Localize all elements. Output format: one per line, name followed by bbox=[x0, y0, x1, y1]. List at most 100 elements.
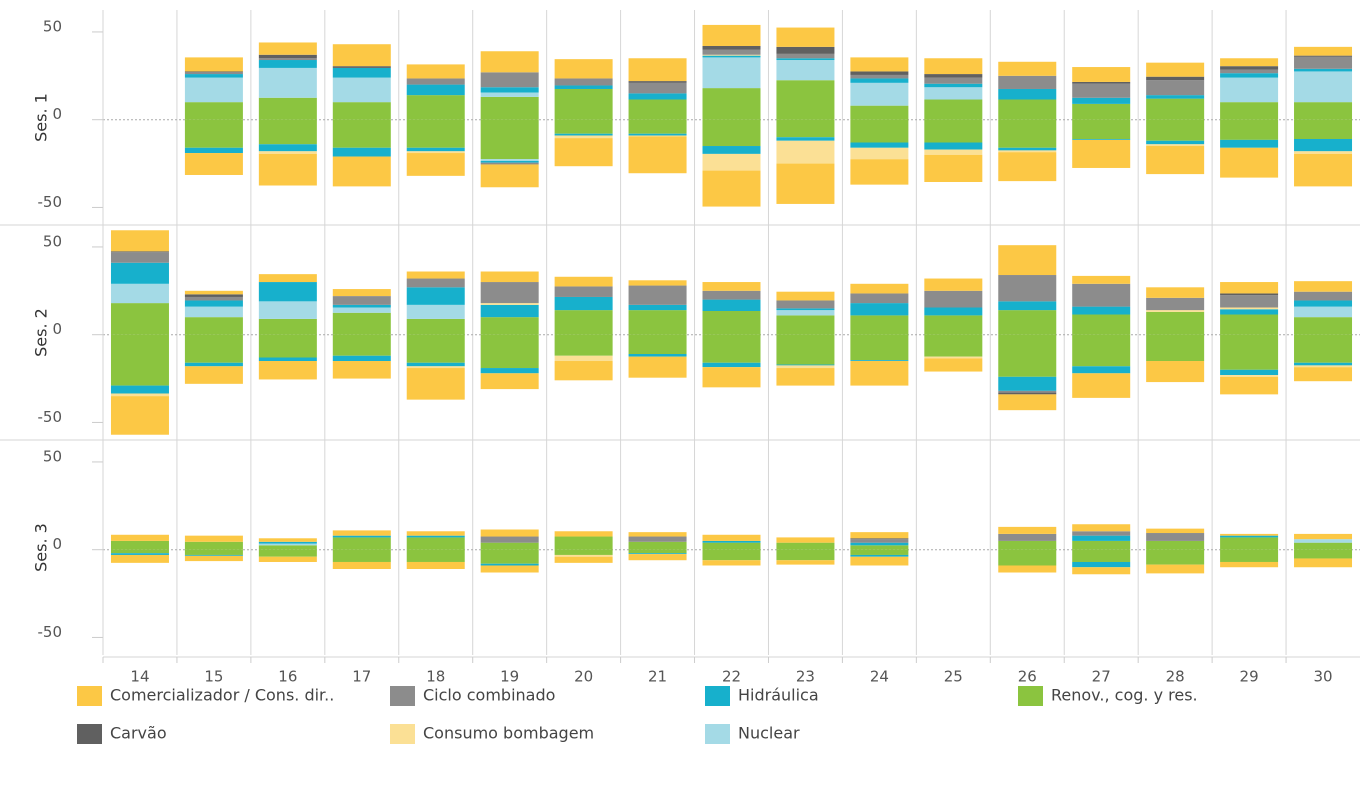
bar-segment bbox=[1294, 46, 1353, 56]
bar-segment bbox=[184, 296, 243, 301]
bar-segment bbox=[998, 394, 1057, 411]
bar-segment bbox=[1294, 549, 1353, 559]
y-tick-label: 50 bbox=[43, 232, 62, 250]
bar-segment bbox=[258, 67, 317, 98]
bar-segment bbox=[702, 49, 761, 55]
legend-swatch bbox=[390, 686, 415, 706]
bar-segment bbox=[702, 542, 761, 550]
bar-segment bbox=[1072, 549, 1131, 562]
bar-segment bbox=[480, 542, 539, 550]
bar-segment bbox=[998, 549, 1057, 566]
bar-segment bbox=[110, 553, 169, 555]
bar-segment bbox=[184, 549, 243, 555]
x-tick-label: 26 bbox=[1018, 668, 1037, 686]
bar-segment bbox=[628, 310, 687, 335]
bar-segment bbox=[998, 150, 1057, 153]
x-tick-label: 30 bbox=[1313, 668, 1332, 686]
bar-segment bbox=[924, 358, 983, 372]
bar-segment bbox=[850, 545, 909, 550]
bar-segment bbox=[258, 334, 317, 358]
bar-segment bbox=[406, 287, 465, 305]
bar-segment bbox=[554, 310, 613, 335]
bar-segment bbox=[998, 565, 1057, 573]
legend-swatch bbox=[705, 686, 730, 706]
bar-segment bbox=[406, 362, 465, 367]
bar-segment bbox=[332, 307, 391, 313]
bar-segment bbox=[110, 534, 169, 541]
bar-segment bbox=[850, 303, 909, 316]
bar-segment bbox=[776, 310, 835, 316]
bar-segment bbox=[702, 146, 761, 154]
bar-segment bbox=[332, 361, 391, 379]
bar-segment bbox=[480, 334, 539, 369]
bar-segment bbox=[628, 285, 687, 305]
bar-segment bbox=[924, 74, 983, 78]
x-tick-label: 17 bbox=[352, 668, 371, 686]
bar-segment bbox=[332, 67, 391, 78]
bar-segment bbox=[184, 71, 243, 73]
bar-segment bbox=[554, 549, 613, 555]
bar-segment bbox=[776, 537, 835, 543]
bar-segment bbox=[850, 71, 909, 75]
bar-segment bbox=[850, 293, 909, 304]
bar-segment bbox=[1220, 535, 1279, 538]
x-tick-label: 20 bbox=[574, 668, 593, 686]
bar-segment bbox=[850, 74, 909, 79]
bar-segment bbox=[184, 72, 243, 75]
bar-segment bbox=[110, 393, 169, 397]
bar-segment bbox=[702, 362, 761, 368]
bar-segment bbox=[1146, 540, 1205, 550]
bar-segment bbox=[998, 526, 1057, 534]
x-tick-label: 27 bbox=[1092, 668, 1111, 686]
bar-segment bbox=[1072, 306, 1131, 315]
bar-segment bbox=[480, 87, 539, 93]
panel-label: Ses. 3 bbox=[32, 523, 51, 572]
bar-segment bbox=[480, 160, 539, 163]
bar-segment bbox=[850, 78, 909, 83]
bar-segment bbox=[332, 312, 391, 335]
bar-segment bbox=[184, 102, 243, 120]
legend-label: Hidráulica bbox=[738, 686, 819, 705]
bar-segment bbox=[776, 300, 835, 309]
bar-segment bbox=[332, 102, 391, 120]
bar-segment bbox=[702, 170, 761, 207]
bar-segment bbox=[1294, 367, 1353, 382]
bar-segment bbox=[406, 64, 465, 79]
bar-segment bbox=[258, 538, 317, 542]
bar-segment bbox=[1220, 537, 1279, 550]
bar-segment bbox=[1072, 373, 1131, 398]
bar-segment bbox=[850, 554, 909, 557]
bar-segment bbox=[924, 142, 983, 150]
bar-segment bbox=[110, 252, 169, 263]
bar-segment bbox=[1146, 533, 1205, 541]
x-tick-label: 23 bbox=[796, 668, 815, 686]
bar-segment bbox=[924, 307, 983, 316]
bar-segment bbox=[1220, 58, 1279, 67]
bar-segment bbox=[1294, 68, 1353, 72]
bar-segment bbox=[1072, 97, 1131, 104]
bar-segment bbox=[1220, 295, 1279, 308]
bar-segment bbox=[776, 368, 835, 386]
bar-segment bbox=[1146, 287, 1205, 298]
bar-segment bbox=[924, 315, 983, 335]
bar-segment bbox=[184, 77, 243, 103]
bar-segment bbox=[184, 74, 243, 78]
bar-segment bbox=[1146, 297, 1205, 311]
bar-segment bbox=[406, 537, 465, 550]
bar-segment bbox=[850, 159, 909, 185]
bar-segment bbox=[1220, 309, 1279, 315]
bar-segment bbox=[850, 549, 909, 555]
bar-segment bbox=[628, 549, 687, 554]
bar-segment bbox=[480, 159, 539, 161]
bar-segment bbox=[998, 533, 1057, 541]
bar-segment bbox=[1294, 119, 1353, 139]
bar-segment bbox=[628, 532, 687, 537]
bar-segment bbox=[1220, 375, 1279, 377]
bar-segment bbox=[998, 119, 1057, 148]
bar-segment bbox=[480, 164, 539, 188]
legend-label: Carvão bbox=[110, 724, 167, 743]
bar-segment bbox=[110, 396, 169, 435]
bar-segment bbox=[1220, 66, 1279, 70]
bar-segment bbox=[850, 119, 909, 143]
bar-segment bbox=[850, 283, 909, 294]
